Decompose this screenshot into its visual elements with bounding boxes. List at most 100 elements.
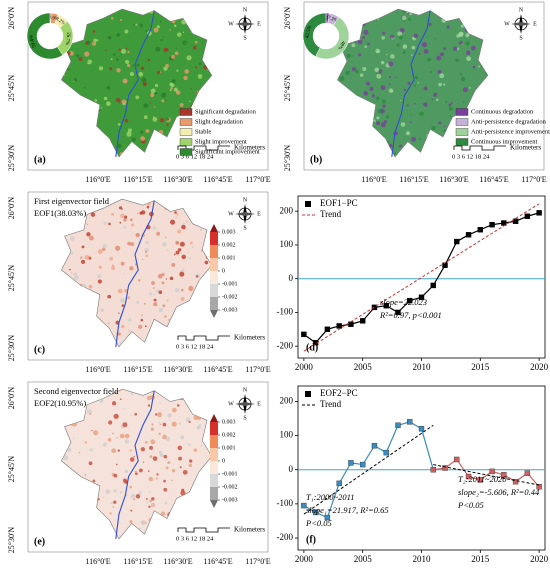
compass-letter: S [243, 35, 246, 41]
texture-dot [157, 273, 163, 279]
texture-dot [142, 81, 147, 87]
texture-dot [119, 398, 122, 401]
texture-dot [431, 148, 436, 153]
texture-dot [200, 194, 204, 198]
colorbar-label: -0.002 [222, 484, 238, 490]
texture-dot [129, 336, 133, 340]
texture-dot [390, 89, 394, 93]
lon-label: 116°0'E [85, 175, 110, 184]
texture-dot [125, 538, 129, 539]
texture-dot [200, 391, 203, 395]
legend-marker [305, 391, 311, 397]
colorbar-cap [210, 310, 218, 318]
lon-label: 116°45'E [479, 175, 508, 184]
texture-dot [151, 199, 157, 201]
texture-dot [103, 96, 108, 101]
texture-dot [373, 119, 376, 122]
texture-dot [421, 42, 427, 48]
texture-dot [198, 279, 203, 285]
x-tick-label: 2020 [530, 554, 549, 564]
data-point [454, 456, 460, 463]
legend-label: Anti-persistence improvement [471, 128, 550, 135]
texture-dot [111, 212, 115, 216]
texture-dot [489, 136, 490, 137]
texture-dot [196, 298, 198, 301]
texture-dot [161, 281, 165, 285]
colorbar-label: 0 [222, 458, 225, 464]
texture-dot [55, 131, 60, 136]
texture-dot [437, 69, 442, 74]
texture-dot [118, 48, 122, 52]
texture-dot [106, 340, 109, 344]
texture-dot [54, 117, 57, 120]
texture-dot [92, 135, 98, 141]
texture-dot [478, 65, 481, 68]
colorbar-label: 0.002 [222, 432, 236, 438]
texture-dot [148, 491, 151, 493]
texture-dot [355, 130, 360, 135]
texture-dot [168, 318, 171, 322]
texture-dot [145, 240, 149, 245]
data-point [407, 297, 413, 304]
texture-dot [184, 523, 188, 527]
texture-dot [447, 129, 452, 134]
texture-dot [71, 98, 76, 104]
panel-label: (f) [306, 534, 316, 545]
texture-dot [156, 473, 159, 476]
texture-dot [464, 26, 470, 33]
texture-dot [355, 118, 358, 122]
texture-dot [148, 505, 151, 508]
texture-dot [335, 97, 337, 99]
colorbar-box [210, 284, 218, 297]
scale-unit: Kilometers [234, 144, 265, 152]
texture-dot [124, 433, 130, 439]
texture-dot [200, 228, 203, 231]
texture-dot [76, 299, 82, 304]
texture-dot [462, 101, 465, 104]
x-tick-label: 2015 [471, 554, 490, 564]
texture-dot [212, 36, 216, 40]
compass-letter: N [243, 7, 248, 13]
data-point [359, 318, 366, 324]
texture-dot [339, 65, 341, 68]
legend-swatch [455, 138, 469, 146]
data-point [324, 326, 331, 333]
texture-dot [203, 508, 208, 512]
texture-dot [123, 272, 125, 275]
texture-dot [206, 11, 209, 13]
texture-dot [177, 384, 182, 389]
texture-dot [405, 131, 411, 136]
texture-dot [211, 78, 212, 81]
compass-needle [511, 22, 531, 26]
texture-dot [127, 317, 132, 322]
texture-dot [150, 150, 153, 153]
texture-dot [369, 86, 374, 91]
texture-dot [180, 435, 185, 440]
texture-dot [381, 36, 385, 40]
texture-dot [382, 31, 386, 35]
texture-dot [151, 423, 154, 426]
texture-dot [107, 35, 112, 40]
compass-letter: E [257, 211, 261, 217]
texture-dot [64, 59, 68, 63]
texture-dot [330, 86, 331, 87]
texture-dot [477, 94, 482, 100]
data-point [442, 262, 448, 268]
texture-dot [200, 9, 206, 12]
texture-dot [164, 143, 167, 146]
donut-slice [302, 12, 327, 57]
texture-dot [129, 218, 133, 222]
texture-dot [81, 16, 84, 20]
texture-dot [466, 56, 472, 62]
texture-dot [88, 534, 93, 539]
texture-dot [461, 43, 463, 45]
colorbar-box [210, 435, 218, 448]
texture-dot [380, 85, 386, 91]
texture-dot [122, 422, 128, 428]
texture-dot [413, 148, 419, 154]
data-point [348, 321, 354, 327]
texture-dot [374, 67, 380, 73]
texture-dot [70, 236, 75, 241]
texture-dot [61, 449, 62, 453]
texture-dot [205, 201, 210, 206]
